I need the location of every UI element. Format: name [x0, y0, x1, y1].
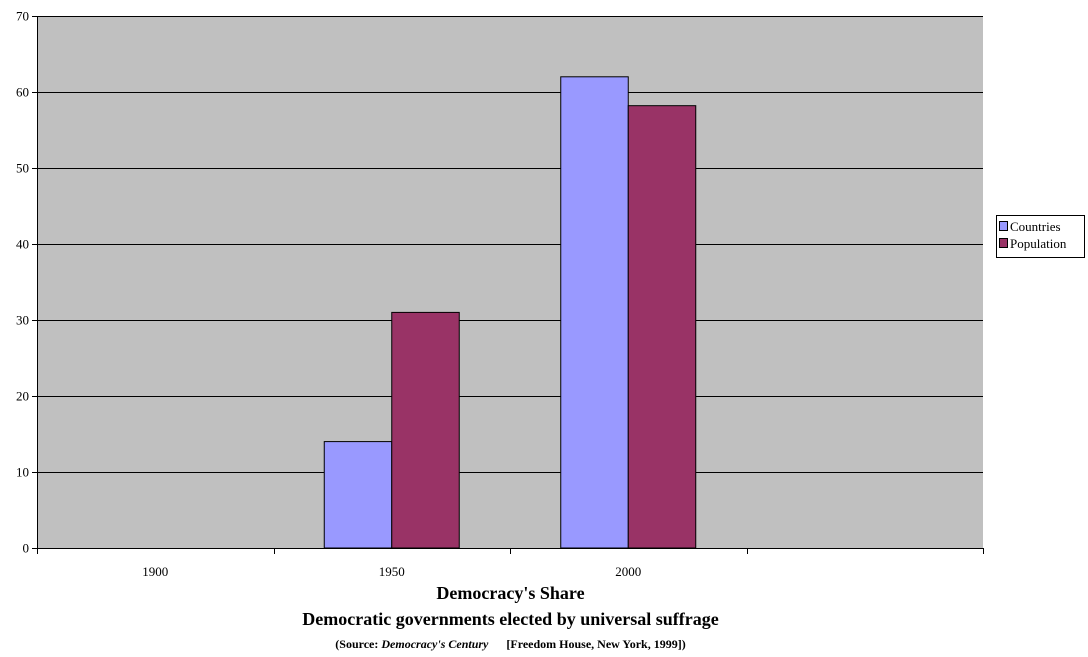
- x-tick-label: 1900: [142, 564, 168, 579]
- legend-label-countries: Countries: [1010, 219, 1061, 234]
- y-tick-label: 30: [16, 313, 29, 328]
- y-tick-label: 10: [16, 465, 29, 480]
- source-publisher: [Freedom House, New York, 1999]): [506, 637, 686, 651]
- legend-box: [996, 215, 1085, 258]
- axes: 0 10 20 30 40 50 60 70 1900 1950 2000: [16, 9, 984, 579]
- chart-subtitle: Democratic governments elected by univer…: [302, 609, 719, 629]
- legend-label-population: Population: [1010, 236, 1067, 251]
- bar-countries-1950: [323, 441, 393, 549]
- gridlines: [37, 16, 983, 473]
- bars: [323, 76, 697, 549]
- y-tick-label: 0: [23, 541, 30, 556]
- bar-population-2000: [627, 105, 697, 549]
- source-prefix: (Source:: [335, 637, 382, 651]
- legend-swatch-countries: [999, 221, 1008, 231]
- legend-swatch-population: [999, 238, 1008, 248]
- legend: Countries Population: [996, 215, 1085, 258]
- y-tick-label: 40: [16, 237, 29, 252]
- x-tick-label: 2000: [615, 564, 641, 579]
- plot-area: [37, 16, 983, 548]
- y-tick-label: 70: [16, 9, 29, 24]
- y-tick-label: 50: [16, 161, 29, 176]
- chart-title: Democracy's Share: [436, 583, 585, 603]
- bar-countries-2000: [560, 76, 629, 549]
- source-work-title: Democracy's Century: [381, 637, 489, 651]
- y-tick-label: 20: [16, 389, 29, 404]
- bar-population-1950: [391, 311, 460, 549]
- source-note: (Source: Democracy's Century [Freedom Hou…: [0, 637, 1021, 652]
- y-tick-label: 60: [16, 85, 29, 100]
- x-tick-label: 1950: [379, 564, 405, 579]
